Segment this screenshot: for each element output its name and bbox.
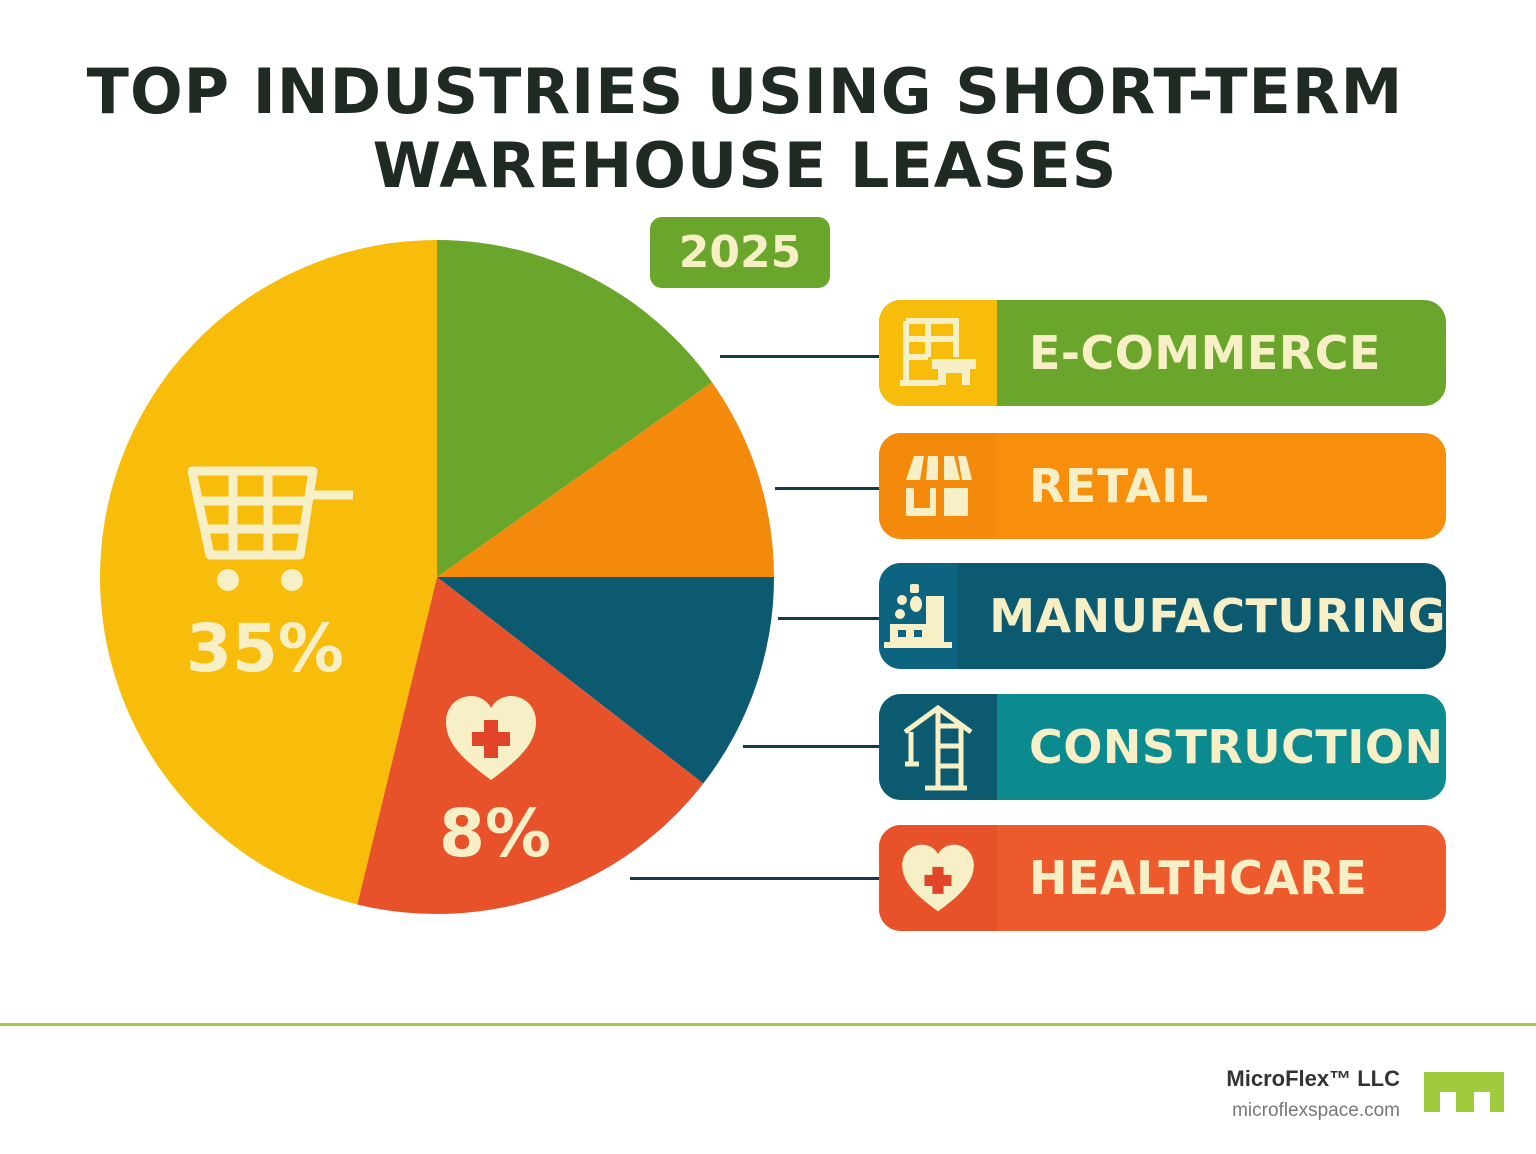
year-badge: 2025	[650, 217, 830, 288]
heart-cross-icon	[446, 696, 536, 780]
brand-name: MicroFlex™ LLC	[1226, 1066, 1400, 1091]
legend-item-manufacturing: MANUFACTURING	[879, 563, 1446, 669]
storefront-icon	[879, 433, 997, 539]
legend-label: HEALTHCARE	[1029, 851, 1368, 905]
brand-block: MicroFlex™ LLC microflexspace.com	[1226, 1066, 1400, 1122]
pie-slice-unlabeled-4	[100, 240, 438, 905]
pie-slice-manufacturing	[437, 577, 774, 784]
connector-e-commerce	[720, 355, 880, 358]
pie-slice-healthcare	[357, 577, 704, 914]
factory-icon	[879, 563, 958, 669]
connector-retail	[775, 487, 880, 490]
connector-healthcare	[630, 877, 880, 880]
shopping-cart-icon	[188, 466, 353, 591]
pie-slice-e-commerce	[437, 240, 713, 577]
legend-item-construction: CONSTRUCTION	[879, 694, 1446, 800]
brand-url[interactable]: microflexspace.com	[1232, 1100, 1400, 1121]
chart-title: TOP INDUSTRIES USING SHORT-TERM WAREHOUS…	[86, 55, 1404, 202]
heart-cross-icon	[879, 825, 997, 931]
legend-label: RETAIL	[1029, 459, 1209, 513]
pie-slice-retail	[437, 382, 774, 577]
legend-label: CONSTRUCTION	[1029, 720, 1444, 774]
warehouse-shelf-icon	[879, 300, 997, 406]
footer-divider	[0, 1023, 1536, 1026]
slice-label-35: 35%	[186, 610, 344, 687]
connector-construction	[743, 745, 880, 748]
legend-label: E-COMMERCE	[1029, 326, 1381, 380]
crane-building-icon	[879, 694, 997, 800]
slice-label-8: 8%	[438, 795, 552, 872]
legend-item-healthcare: HEALTHCARE	[879, 825, 1446, 931]
pie-chart	[100, 240, 774, 914]
connector-manufacturing	[778, 617, 880, 620]
legend-item-retail: RETAIL	[879, 433, 1446, 539]
legend-item-e-commerce: E-COMMERCE	[879, 300, 1446, 406]
legend-label: MANUFACTURING	[989, 589, 1446, 643]
microflex-logo	[1424, 1072, 1504, 1112]
